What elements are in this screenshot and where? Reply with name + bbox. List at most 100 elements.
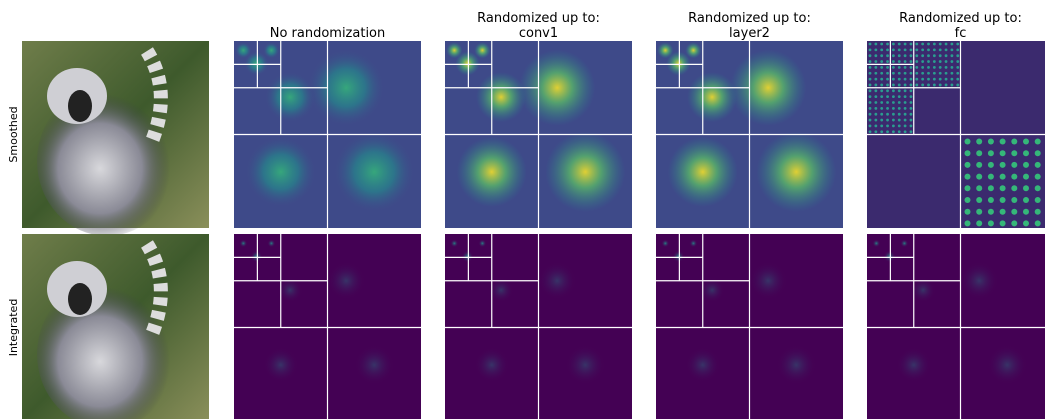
map-dot <box>886 66 889 69</box>
map-dot <box>874 89 878 93</box>
map-dot <box>892 48 895 52</box>
map-blob <box>474 347 510 383</box>
map-dot <box>1034 150 1041 157</box>
map-dot <box>874 66 878 69</box>
map-dot <box>964 208 971 215</box>
map-dot <box>874 71 878 75</box>
map-dot <box>880 106 884 110</box>
map-dot <box>944 77 948 81</box>
map-dot <box>880 112 884 116</box>
map-dot <box>868 118 872 122</box>
map-blob <box>545 131 626 212</box>
map-dot <box>909 106 913 110</box>
map-dot <box>892 101 895 104</box>
map-dot <box>868 54 872 58</box>
map-dot <box>909 118 913 122</box>
map-dot <box>886 124 889 128</box>
saliency-map <box>234 41 421 228</box>
map-dot <box>950 48 954 52</box>
map-dot <box>999 161 1006 168</box>
map-dot <box>964 220 971 227</box>
map-dot <box>987 197 994 203</box>
map-dot <box>915 71 919 75</box>
map-dot <box>1034 185 1041 192</box>
map-dot <box>964 185 971 192</box>
map-blob <box>265 72 316 123</box>
map-dot <box>909 124 913 128</box>
map-dot <box>897 95 901 99</box>
map-dot <box>921 71 925 75</box>
map-dot <box>956 77 960 81</box>
map-dot <box>903 77 907 81</box>
map-dot <box>999 220 1006 227</box>
map-dot <box>1034 220 1041 227</box>
map-dot <box>874 42 878 46</box>
map-blob <box>689 239 698 248</box>
input-image <box>22 234 209 419</box>
map-dot <box>950 60 954 63</box>
map-dot <box>880 71 884 75</box>
map-dot <box>892 95 895 99</box>
map-dot <box>903 71 907 75</box>
map-blob <box>488 277 514 303</box>
map-dot <box>868 101 872 104</box>
map-dot <box>1023 150 1029 157</box>
map-dot <box>915 83 919 87</box>
map-dot <box>892 60 895 63</box>
map-dot <box>927 83 930 87</box>
map-blob <box>699 277 725 303</box>
map-blob <box>776 344 817 385</box>
map-dot <box>976 185 983 192</box>
map-dot <box>903 112 907 116</box>
map-blob <box>478 239 487 248</box>
map-dot <box>874 101 878 104</box>
map-dot <box>932 83 936 87</box>
map-blob <box>450 239 459 248</box>
map-dot <box>868 66 872 69</box>
map-dot <box>897 118 901 122</box>
saliency-map <box>656 41 843 228</box>
map-blob <box>327 261 366 300</box>
map-dot <box>909 89 913 93</box>
map-dot <box>964 197 971 203</box>
map-dot <box>927 77 930 81</box>
map-dot <box>897 60 901 63</box>
map-dot <box>868 89 872 93</box>
column-title: Randomized up to: <box>899 11 1022 26</box>
map-dot <box>987 138 994 145</box>
map-dot <box>886 71 889 75</box>
map-blob <box>235 42 252 59</box>
map-dot <box>897 71 901 75</box>
photo-tail <box>140 240 168 337</box>
map-dot <box>903 124 907 128</box>
map-dot <box>1011 185 1018 192</box>
map-blob <box>900 239 909 248</box>
map-dot <box>976 197 983 203</box>
map-dot <box>868 106 872 110</box>
map-dot <box>976 208 983 215</box>
map-dot <box>874 77 878 81</box>
map-dot <box>886 60 889 63</box>
map-dot <box>903 130 907 134</box>
map-dot <box>987 173 994 180</box>
map-blob <box>239 239 248 248</box>
map-blob <box>872 239 881 248</box>
map-blob <box>446 42 463 59</box>
column-title: conv1 <box>519 26 558 41</box>
map-dot <box>976 161 983 168</box>
map-dot <box>897 48 901 52</box>
map-dot <box>927 54 930 58</box>
map-dot <box>944 48 948 52</box>
map-dot <box>1011 197 1018 203</box>
map-dot <box>880 83 884 87</box>
map-blob <box>474 42 491 59</box>
map-dot <box>921 48 925 52</box>
map-dot <box>892 118 895 122</box>
map-dot <box>874 54 878 58</box>
map-dot <box>903 95 907 99</box>
map-dot <box>897 42 901 46</box>
map-dot <box>915 77 919 81</box>
map-dot <box>921 42 925 46</box>
map-dot <box>932 66 936 69</box>
map-dot <box>892 54 895 58</box>
